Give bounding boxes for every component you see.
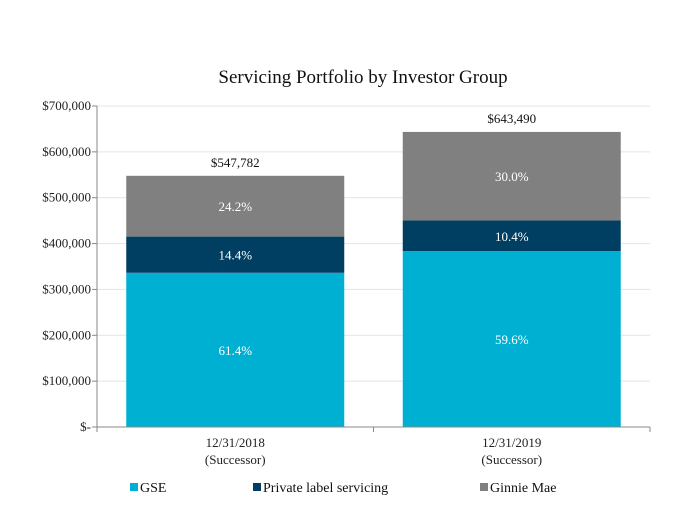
data-label: 61.4%: [218, 343, 252, 358]
data-label: 59.6%: [495, 332, 529, 347]
legend-label: GSE: [140, 481, 166, 496]
x-tick-sublabel: (Successor): [481, 452, 542, 467]
y-tick-label: $200,000: [42, 327, 91, 342]
y-tick-label: $500,000: [42, 190, 91, 205]
x-tick-label: 12/31/2019: [482, 435, 541, 450]
bar-segment-gse: [402, 251, 621, 427]
data-label: 14.4%: [218, 248, 252, 263]
bar-segment-gse: [126, 272, 345, 427]
y-tick-label: $400,000: [42, 236, 91, 251]
bar-segment-private-label-servicing: [126, 236, 345, 273]
x-tick-label: 12/31/2018: [206, 435, 265, 450]
y-tick-label: $-: [80, 419, 91, 434]
legend-swatch: [253, 483, 261, 491]
legend-label: Ginnie Mae: [490, 481, 556, 496]
legend-swatch: [130, 483, 138, 491]
y-tick-label: $600,000: [42, 144, 91, 159]
data-label: 10.4%: [495, 229, 529, 244]
bar-segment-private-label-servicing: [402, 220, 621, 252]
chart-title: Servicing Portfolio by Investor Group: [218, 67, 507, 88]
legend-label: Private label servicing: [263, 481, 388, 496]
x-tick-sublabel: (Successor): [205, 452, 266, 467]
data-label: 24.2%: [218, 199, 252, 214]
bar-segment-ginnie-mae: [402, 131, 621, 221]
total-label: $547,782: [211, 155, 260, 170]
y-tick-label: $100,000: [42, 373, 91, 388]
total-label: $643,490: [487, 111, 536, 126]
y-tick-label: $300,000: [42, 281, 91, 296]
bar-segment-ginnie-mae: [126, 175, 345, 237]
legend-swatch: [480, 483, 488, 491]
data-label: 30.0%: [495, 169, 529, 184]
y-tick-label: $700,000: [42, 98, 91, 113]
